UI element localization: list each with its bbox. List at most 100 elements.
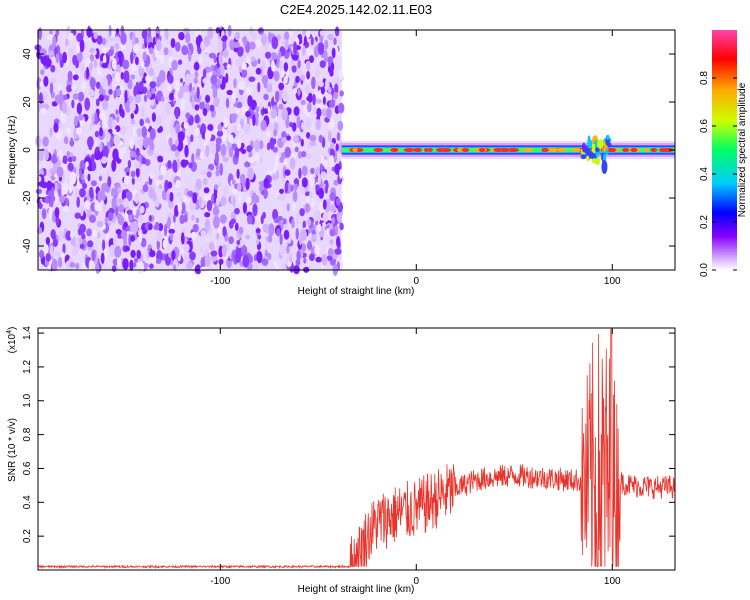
y-tick-label: 0.4 [22,495,33,509]
noise-speckle [210,74,218,86]
noise-speckle [237,46,244,57]
noise-speckle [217,39,224,52]
y-tick-label: 0.6 [22,461,33,475]
noise-speckle [177,201,182,214]
noise-speckle [116,213,122,221]
noise-speckle [194,114,200,124]
noise-speckle [149,171,154,180]
noise-speckle [304,203,311,213]
noise-speckle [124,167,130,173]
noise-speckle [80,205,84,217]
noise-speckle [107,49,114,57]
noise-speckle [228,147,234,158]
noise-speckle [276,228,281,237]
noise-speckle [76,196,80,208]
noise-speckle [222,117,229,128]
noise-speckle [182,226,186,235]
noise-speckle [172,159,178,173]
noise-speckle [263,93,269,101]
noise-speckle [231,179,236,185]
noise-speckle [225,97,230,109]
noise-speckle [75,127,83,135]
noise-speckle [188,162,193,169]
noise-speckle [79,188,86,198]
noise-speckle [99,141,103,153]
noise-speckle [191,95,195,109]
noise-speckle [209,141,217,154]
noise-speckle [183,159,189,166]
carrier-band [341,134,675,174]
noise-speckle [49,82,54,95]
noise-speckle [185,32,191,44]
noise-speckle [236,139,242,149]
noise-speckle [66,150,71,158]
noise-speckle [51,155,58,164]
noise-speckle [316,107,322,118]
noise-speckle [329,229,336,237]
noise-speckle [199,150,205,160]
noise-speckle [175,41,181,52]
noise-speckle [149,128,156,140]
noise-speckle [301,165,308,177]
noise-speckle [315,68,321,78]
noise-speckle [257,82,261,93]
noise-speckle [97,68,102,76]
colorbar-label: Normalized spectral amplitude [737,82,748,217]
noise-speckle [115,109,119,115]
noise-speckle [283,76,288,84]
noise-speckle [281,107,288,121]
noise-speckle [186,262,193,270]
noise-speckle [181,45,189,56]
noise-speckle [160,164,167,175]
noise-speckle [71,155,77,162]
noise-speckle [149,47,154,55]
noise-speckle [92,229,98,239]
noise-speckle [169,192,174,202]
noise-speckle [168,228,175,235]
spectrogram-panel: -100 0 100 -40 -20 0 20 40 Height of straight … [7,24,676,297]
noise-speckle [322,212,329,223]
noise-speckle [234,222,239,231]
noise-speckle [54,207,60,218]
noise-speckle [318,134,323,143]
noise-speckle [52,238,58,247]
noise-speckle [128,95,134,103]
carrier-peak [352,148,358,152]
noise-speckle [114,43,120,49]
noise-speckle [98,175,103,182]
noise-speckle [203,194,211,202]
noise-speckle [120,125,127,135]
noise-speckle [199,246,204,255]
noise-speckle [134,161,141,169]
noise-speckle [39,81,43,88]
noise-speckle [338,69,344,80]
noise-speckle [278,82,285,91]
noise-speckle [285,117,290,129]
carrier-peak [572,148,581,152]
noise-speckle [99,127,103,137]
noise-speckle [300,75,305,81]
noise-speckle [204,212,211,218]
noise-speckle [74,115,79,124]
carrier-peak [622,148,630,152]
colorbar-tick-label: 0.6 [699,119,710,133]
noise-speckle [156,230,162,242]
noise-speckle [293,178,300,185]
noise-speckle [101,37,107,46]
noise-speckle [232,196,236,208]
noise-speckle [113,36,121,42]
noise-speckle [135,56,139,66]
noise-speckle [100,192,106,201]
noise-speckle [306,70,310,80]
noise-speckle [50,245,54,258]
noise-speckle [266,131,271,137]
noise-speckle [260,214,264,225]
noise-speckle [139,118,144,127]
noise-speckle [270,52,278,60]
noise-speckle [297,59,301,69]
noise-speckle [137,261,145,274]
noise-speckle [108,24,112,37]
noise-speckle [45,58,52,68]
noise-speckle [326,107,332,119]
noise-speckle [40,107,47,115]
